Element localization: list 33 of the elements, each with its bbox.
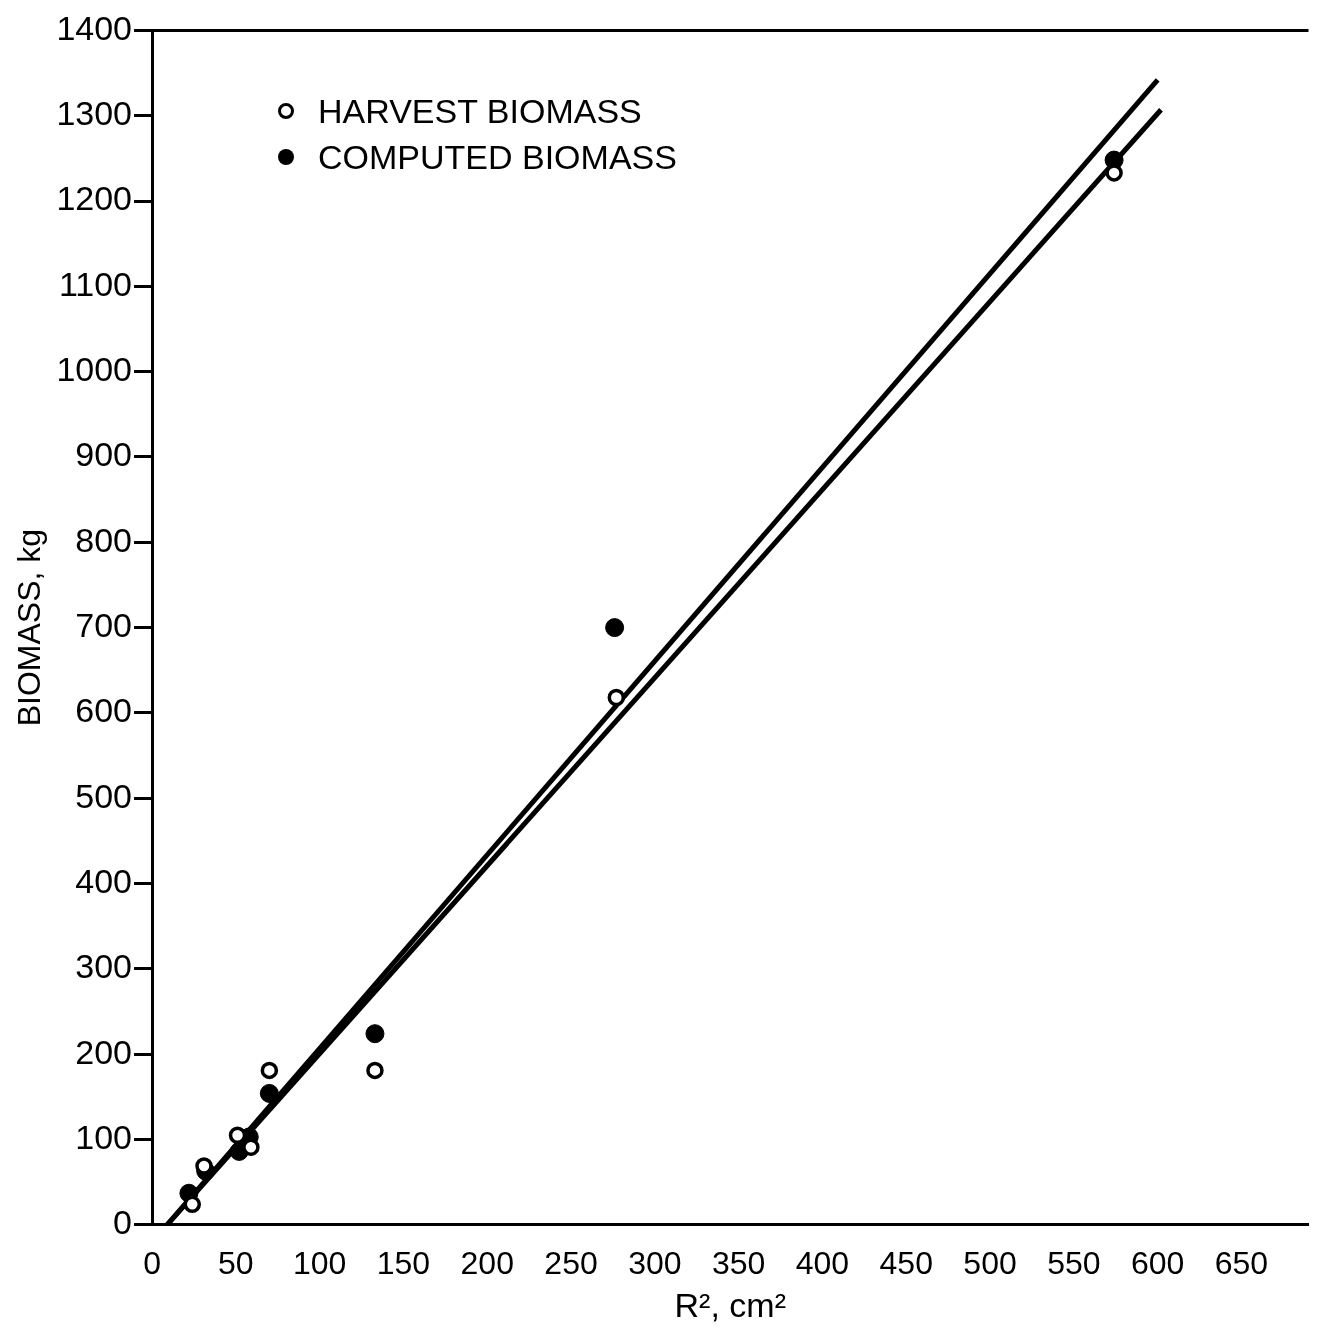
x-tick-label: 150 (376, 1244, 431, 1281)
x-tick-label: 650 (1214, 1244, 1269, 1281)
x-tick-label: 400 (795, 1244, 850, 1281)
x-tick-label: 300 (628, 1244, 682, 1281)
y-tick-label: 300 (75, 947, 133, 986)
y-axis-title: BIOMASS, kg (11, 528, 48, 727)
x-tick-label: 100 (292, 1244, 347, 1281)
y-tick-label: 1400 (56, 8, 133, 47)
y-tick-label: 1300 (56, 94, 133, 133)
legend-label: HARVEST BIOMASS (318, 91, 642, 132)
y-tick-label: 1000 (56, 350, 133, 389)
y-tick-label: 200 (75, 1032, 133, 1071)
y-tick-label: 500 (75, 776, 133, 815)
y-tick-label: 600 (75, 691, 133, 730)
y-tick-label: 900 (75, 435, 133, 474)
y-tick-label: 1100 (58, 264, 133, 303)
legend-label: COMPUTED BIOMASS (318, 137, 677, 178)
x-tick-label: 250 (544, 1244, 598, 1281)
x-tick-label: 450 (879, 1244, 933, 1281)
x-tick-label: 50 (218, 1244, 254, 1281)
x-tick-label: 550 (1047, 1244, 1101, 1281)
y-tick-label: 100 (75, 1117, 133, 1156)
y-tick-label: 1200 (56, 179, 133, 218)
x-axis-title: R², cm² (674, 1285, 786, 1324)
x-tick-label: 600 (1130, 1244, 1185, 1281)
x-tick-label: 0 (143, 1244, 161, 1281)
x-tick-label: 350 (711, 1244, 766, 1281)
y-tick-label: 800 (75, 520, 133, 559)
y-tick-label: 400 (75, 861, 133, 900)
y-tick-label: 0 (113, 1203, 133, 1242)
x-tick-label: 500 (963, 1244, 1017, 1281)
y-tick-label: 700 (75, 605, 133, 644)
x-tick-label: 200 (460, 1244, 514, 1281)
